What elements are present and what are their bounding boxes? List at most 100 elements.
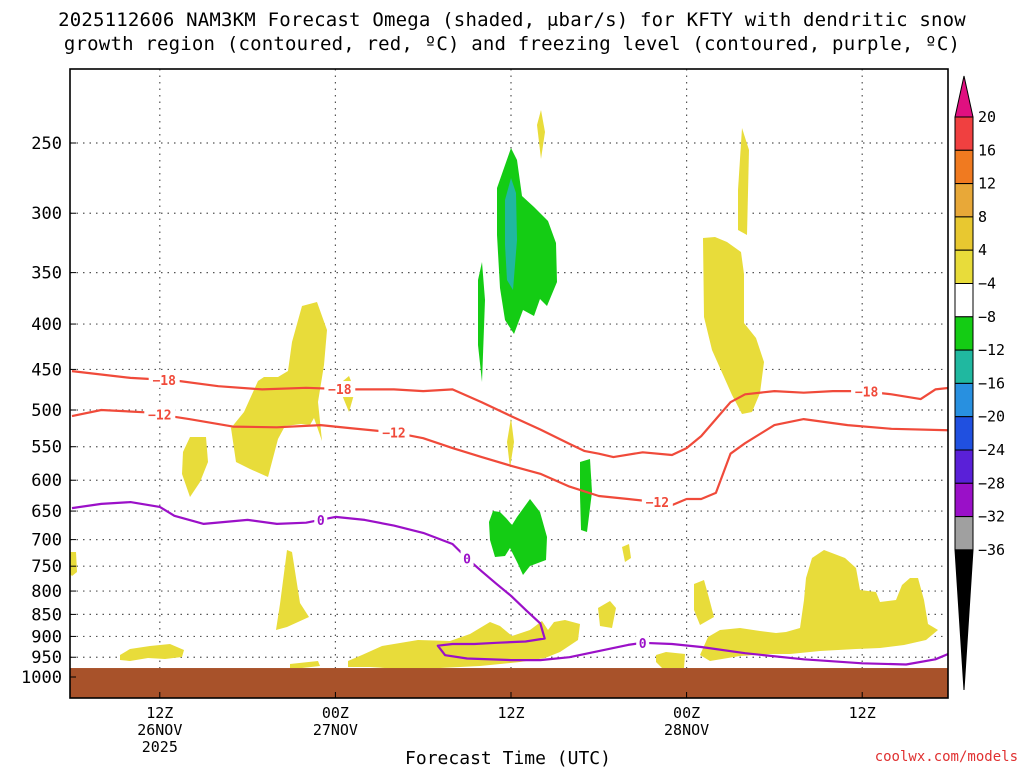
y-tick-label: 750 — [31, 557, 62, 577]
omega-shaded-region — [622, 544, 631, 562]
y-tick-label: 900 — [31, 627, 62, 647]
colorbar-label: −36 — [978, 541, 1005, 559]
contour-label--12: −12 — [382, 426, 405, 441]
x-tick-label: 00Z — [322, 704, 349, 722]
omega-shaded-region — [290, 661, 320, 668]
x-tick-label: 26NOV — [137, 721, 182, 739]
y-tick-label: 250 — [31, 134, 62, 154]
colorbar-label: 12 — [978, 175, 996, 193]
contour-label--18: −18 — [855, 386, 879, 401]
contour-label--18: −18 — [152, 374, 176, 389]
colorbar-segment — [954, 283, 974, 318]
y-tick-label: 850 — [31, 605, 62, 625]
x-tick-label: 2025 — [142, 738, 178, 756]
colorbar-label: 4 — [978, 241, 987, 259]
negative-omega-region — [489, 499, 547, 575]
colorbar-segment — [954, 416, 974, 451]
colorbar-label: 16 — [978, 141, 996, 159]
colorbar-segment — [954, 149, 974, 185]
y-tick-label: 300 — [31, 204, 62, 224]
y-tick-label: 650 — [31, 502, 62, 522]
colorbar-label: −8 — [978, 308, 996, 326]
y-tick-label: 800 — [31, 582, 62, 602]
x-tick-label: 27NOV — [313, 721, 358, 739]
contour-label-bg — [636, 634, 650, 651]
credit-text: coolwx.com/models — [874, 749, 1018, 765]
y-tick-label: 400 — [31, 315, 62, 335]
colorbar-label: −4 — [978, 275, 996, 293]
colorbar-top-triangle — [954, 75, 974, 118]
colorbar-label: −32 — [978, 508, 1005, 526]
colorbar-label: −16 — [978, 374, 1005, 392]
contour--18 — [71, 370, 948, 459]
omega-shaded-region — [738, 128, 749, 235]
contour-label-0: 0 — [317, 514, 325, 529]
ground-fill — [70, 668, 948, 698]
colorbar-bottom-triangle — [954, 549, 974, 691]
negative-omega-region — [478, 262, 485, 382]
colorbar-segment — [954, 516, 974, 551]
colorbar-label: −28 — [978, 474, 1005, 492]
negative-omega-region — [580, 459, 592, 532]
colorbar-segment — [954, 183, 974, 218]
x-tick-label: 12Z — [849, 704, 876, 722]
colorbar-label: −24 — [978, 441, 1005, 459]
omega-shaded-region — [700, 550, 938, 661]
y-tick-label: 600 — [31, 471, 62, 491]
negative-omega-region — [505, 178, 517, 290]
y-tick-label: 450 — [31, 360, 62, 380]
contour-label-bg — [314, 511, 328, 528]
chart-title-line-2: growth region (contoured, red, ºC) and f… — [63, 33, 961, 55]
y-tick-label: 350 — [31, 264, 62, 284]
contour-label--12: −12 — [148, 409, 171, 424]
contour-label-bg — [144, 406, 176, 423]
contour-label-0: 0 — [463, 552, 471, 567]
colorbar-segment — [954, 382, 974, 418]
x-tick-label: 00Z — [673, 704, 700, 722]
contour-label-bg — [641, 494, 673, 511]
contour-label--12: −12 — [646, 496, 669, 511]
contour-label-bg — [378, 424, 410, 441]
colorbar-label: −12 — [978, 341, 1005, 359]
y-tick-label: 950 — [31, 648, 62, 668]
contour--12 — [71, 408, 948, 507]
y-tick-label: 700 — [31, 531, 62, 551]
colorbar-segment — [954, 349, 974, 384]
contour-label-0: 0 — [639, 637, 647, 652]
omega-shaded-region — [694, 580, 714, 625]
contour-label--18: −18 — [328, 383, 352, 398]
omega-shaded-region — [598, 601, 616, 628]
omega-shaded-region — [120, 644, 184, 661]
contour-label-bg — [148, 371, 180, 388]
omega-shaded-region — [507, 418, 514, 468]
y-tick-label: 500 — [31, 401, 62, 421]
chart-title-line-1: 2025112606 NAM3KM Forecast Omega (shaded… — [58, 9, 966, 31]
colorbar-segment — [954, 216, 974, 251]
colorbar-segment — [954, 482, 974, 518]
contour-label-bg — [324, 381, 356, 398]
contour-label-bg — [460, 550, 474, 567]
x-axis-label: Forecast Time (UTC) — [405, 748, 611, 768]
contour-label-bg — [851, 383, 883, 400]
omega-shaded-region — [537, 110, 545, 159]
colorbar-segment — [954, 249, 974, 284]
x-tick-label: 12Z — [146, 704, 173, 722]
plot-frame — [69, 68, 949, 699]
omega-shaded-region — [276, 550, 309, 630]
omega-shaded-region — [703, 237, 764, 414]
colorbar-segment — [954, 316, 974, 351]
omega-shaded-region — [182, 437, 208, 497]
colorbar-segment — [954, 449, 974, 484]
contour-0 — [71, 501, 948, 666]
x-tick-label: 12Z — [497, 704, 524, 722]
y-tick-label: 1000 — [21, 668, 62, 688]
omega-shaded-region — [70, 552, 77, 576]
colorbar-label: −20 — [978, 408, 1005, 426]
omega-shaded-region — [656, 652, 685, 668]
colorbar-label: 8 — [978, 208, 987, 226]
colorbar-label: 20 — [978, 108, 996, 126]
colorbar-segment — [954, 116, 974, 151]
y-tick-label: 550 — [31, 438, 62, 458]
x-tick-label: 28NOV — [664, 721, 709, 739]
